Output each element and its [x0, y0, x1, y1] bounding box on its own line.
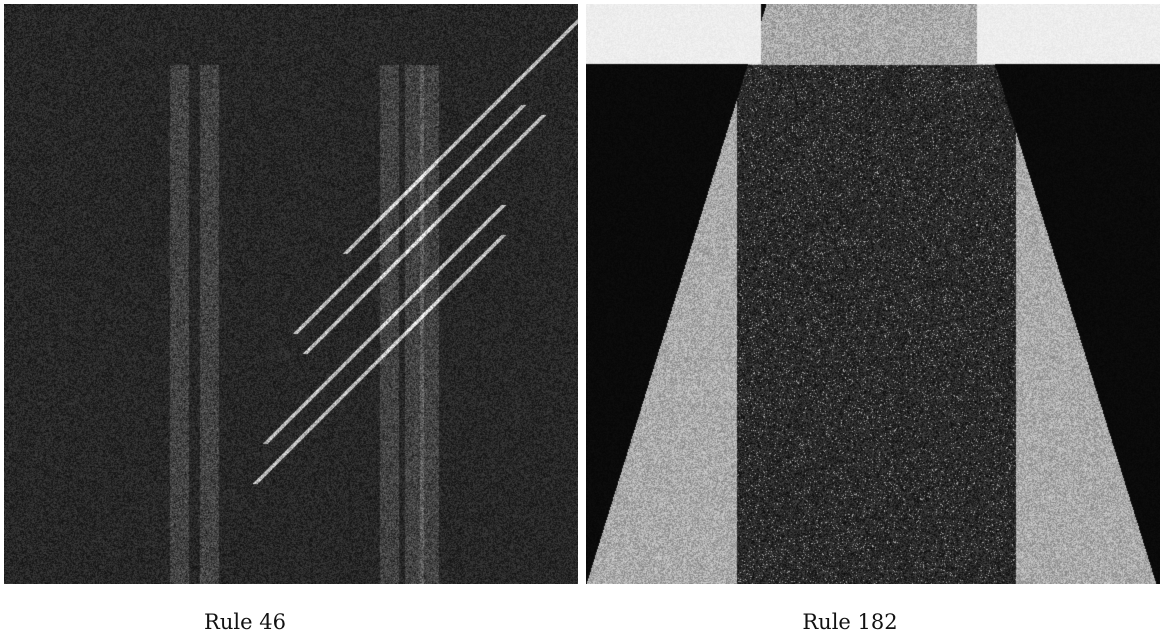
rule-46-canvas [4, 4, 578, 584]
rule-46-image [4, 4, 578, 584]
rule-182-caption: Rule 182 [802, 610, 898, 634]
rule-182-image [586, 4, 1160, 584]
rule-46-caption: Rule 46 [204, 610, 286, 634]
rule-182-canvas [586, 4, 1160, 584]
